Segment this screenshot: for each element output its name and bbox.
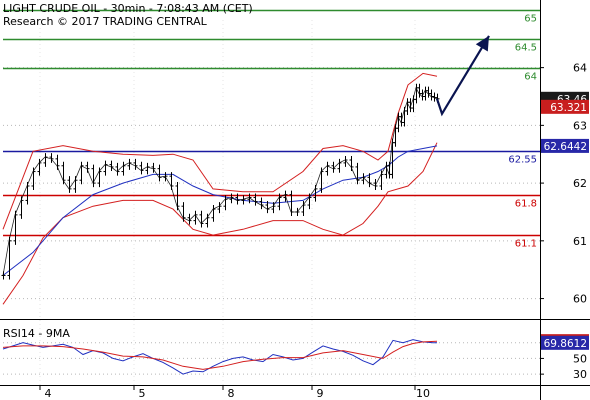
x-tick-label-4: 4 — [45, 387, 52, 400]
bollinger-bands — [2, 72, 438, 305]
projection-arrow-line — [435, 35, 490, 117]
bollinger-lower-line — [2, 142, 438, 305]
rsi-panel: 305070 — [2, 337, 587, 381]
level-label-61.8: 61.8 — [515, 199, 537, 210]
level-label-64: 64 — [524, 72, 537, 83]
y-tick-label-61: 61 — [573, 235, 587, 248]
x-tick-label-10: 10 — [416, 387, 430, 400]
y-tick-label-64: 64 — [573, 62, 587, 75]
level-label-62.55: 62.55 — [508, 155, 537, 166]
level-label-61.1: 61.1 — [515, 239, 537, 250]
chart-title: LIGHT CRUDE OIL - 30min - 7:08:43 AM (CE… — [3, 2, 253, 15]
bollinger-upper-line — [2, 72, 438, 230]
rsi-ma-line — [2, 340, 438, 370]
badge-text-ma: 62.6442 — [544, 141, 587, 153]
x-tick-label-9: 9 — [317, 387, 324, 400]
badge-text-bollinger: 63.321 — [550, 102, 587, 114]
level-lines: 65 64.5 64 62.55 61.8 61.1 — [3, 9, 540, 250]
chart-subtitle: Research © 2017 TRADING CENTRAL — [3, 15, 207, 28]
level-label-65: 65 — [524, 14, 537, 25]
badge-ma: 62.6442 — [541, 138, 589, 153]
rsi-tick-label-50: 50 — [573, 352, 587, 365]
level-label-64.5: 64.5 — [515, 43, 537, 54]
x-tick-label-5: 5 — [139, 387, 146, 400]
axes: 60 61 62 63 64 4 5 8 9 10 — [39, 62, 587, 400]
indicator-label: RSI14 - 9MA — [3, 327, 70, 340]
x-tick-label-8: 8 — [228, 387, 235, 400]
price-series — [1, 35, 490, 280]
badge-box-ma — [541, 138, 589, 153]
projection-arrow-head — [475, 35, 489, 52]
y-tick-label-63: 63 — [573, 119, 587, 132]
badge-text-rsi: 69.8612 — [544, 338, 587, 350]
badge-box-rsi — [541, 335, 589, 350]
y-tick-label-62: 62 — [573, 177, 587, 190]
price-line — [2, 86, 438, 276]
badge-rsi: 69.8612 — [541, 335, 589, 350]
rsi-line — [2, 339, 438, 375]
y-tick-label-60: 60 — [573, 293, 587, 306]
badge-bollinger: 63.321 — [541, 99, 589, 114]
badge-box-bollinger — [541, 99, 589, 114]
rsi-tick-label-30: 30 — [573, 368, 587, 381]
